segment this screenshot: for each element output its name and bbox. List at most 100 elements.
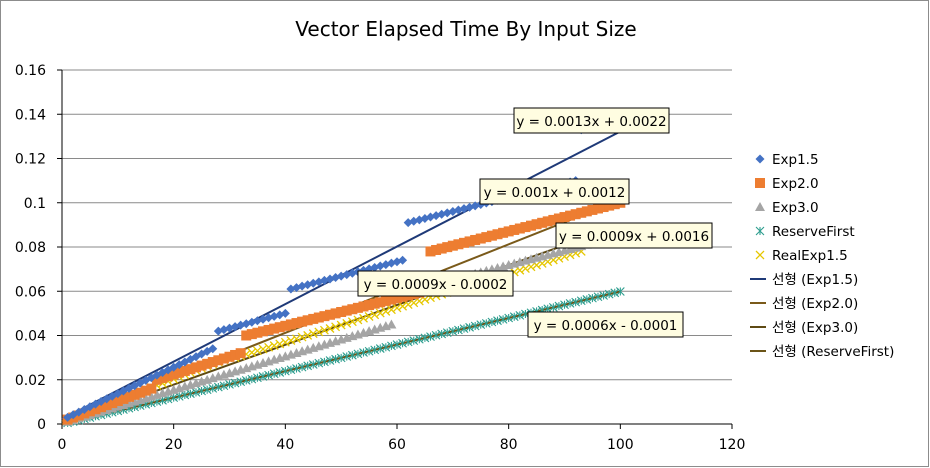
data-point	[431, 330, 441, 340]
equation-text: y = 0.0006x - 0.0001	[534, 318, 678, 334]
data-point	[331, 322, 341, 332]
data-point	[470, 234, 481, 245]
equation-label: y = 0.0013x + 0.0022	[513, 107, 670, 134]
equation-label: y = 0.0009x + 0.0016	[555, 222, 713, 249]
legend-item: Exp2.0	[755, 176, 819, 192]
legend-item: 선형 (Exp3.0)	[750, 320, 858, 336]
data-point	[330, 308, 341, 319]
legend-label: 선형 (Exp3.0)	[772, 320, 858, 336]
data-point	[548, 303, 558, 312]
data-point	[392, 303, 402, 313]
legend-label: ReserveFirst	[772, 224, 855, 240]
data-point	[179, 365, 190, 376]
data-point	[436, 243, 447, 254]
data-point	[202, 358, 213, 369]
chart-title: Vector Elapsed Time By Input Size	[295, 17, 636, 41]
data-point	[269, 341, 279, 351]
data-point	[353, 349, 363, 359]
data-point	[292, 364, 301, 373]
data-point	[196, 360, 207, 371]
data-point	[420, 333, 430, 343]
legend-item: 선형 (Exp2.0)	[750, 296, 858, 312]
data-point	[409, 336, 419, 345]
data-point	[359, 348, 368, 357]
y-tick-label: 0.12	[15, 152, 46, 168]
data-point	[610, 288, 620, 298]
data-point	[208, 383, 218, 393]
data-point	[202, 385, 212, 395]
data-point	[576, 296, 586, 306]
data-point	[431, 244, 442, 255]
data-point	[325, 356, 335, 365]
data-point	[320, 357, 329, 367]
data-point	[264, 342, 274, 352]
data-point	[493, 316, 502, 326]
data-point	[364, 300, 375, 311]
tick-labels: 0 0.02 0.04 0.06 0.08 0.1 0.12 0.14 0.16 0 20 40 60 8…	[15, 63, 746, 453]
data-point	[336, 320, 346, 330]
data-point	[286, 365, 296, 375]
data-point	[263, 324, 274, 335]
data-point	[274, 322, 285, 333]
data-point	[582, 295, 592, 304]
data-point	[241, 376, 251, 385]
data-point	[386, 305, 396, 315]
data-point	[598, 202, 609, 213]
data-point	[319, 311, 330, 322]
data-point	[481, 318, 491, 328]
data-point	[560, 300, 569, 310]
data-point	[375, 344, 385, 353]
data-point	[197, 386, 206, 396]
data-point	[397, 291, 408, 302]
data-point	[252, 327, 263, 338]
data-point	[615, 287, 625, 296]
data-point	[531, 219, 542, 230]
equation-label: y = 0.0009x - 0.0002	[357, 270, 514, 297]
legend-item: Exp1.5	[755, 152, 819, 168]
data-point	[543, 304, 553, 314]
data-point	[425, 246, 436, 257]
data-point	[604, 289, 614, 299]
data-point	[520, 222, 531, 233]
data-point	[459, 237, 469, 248]
data-point	[96, 402, 107, 413]
legend-label: Exp1.5	[772, 152, 819, 168]
data-point	[252, 346, 262, 356]
data-point	[247, 317, 257, 327]
data-point	[487, 317, 497, 327]
data-point	[509, 312, 519, 322]
data-point	[308, 313, 319, 324]
data-point	[380, 295, 391, 306]
data-point	[308, 329, 318, 339]
data-point	[509, 224, 520, 235]
data-point	[325, 324, 335, 333]
data-point	[297, 362, 307, 372]
data-point	[352, 302, 363, 313]
data-point	[375, 297, 386, 308]
data-point	[599, 291, 608, 300]
data-point	[280, 320, 291, 331]
legend-label: 선형 (ReserveFirst)	[772, 344, 894, 360]
data-point	[185, 364, 196, 375]
data-point	[313, 312, 324, 323]
data-point	[392, 340, 402, 349]
y-tick-label: 0.14	[15, 107, 46, 123]
data-point	[280, 337, 290, 347]
data-point	[146, 383, 157, 394]
data-point	[353, 315, 363, 325]
data-point	[258, 326, 268, 337]
legend-item: 선형 (Exp1.5)	[750, 272, 858, 288]
data-point	[470, 321, 480, 331]
data-point	[514, 223, 525, 234]
legend-marker	[755, 202, 765, 211]
data-point	[442, 242, 453, 253]
data-point	[336, 353, 346, 363]
x-tick-label: 0	[58, 437, 67, 453]
data-point	[331, 354, 340, 364]
data-point	[275, 339, 285, 349]
data-point	[186, 389, 195, 399]
data-point	[213, 355, 224, 366]
data-point	[280, 366, 290, 376]
data-point	[398, 301, 408, 311]
data-point	[359, 313, 368, 323]
